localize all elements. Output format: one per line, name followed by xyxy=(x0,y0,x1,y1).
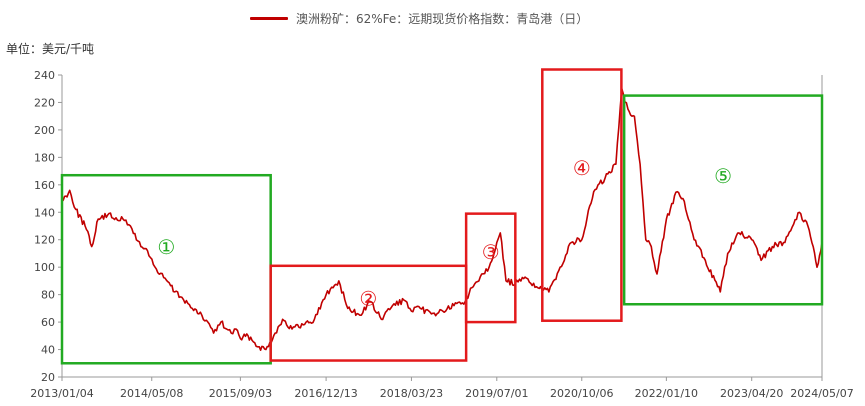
annotation-box-4 xyxy=(541,68,623,322)
x-tick-label: 2019/07/01 xyxy=(465,387,528,400)
chart-legend: 澳洲粉矿：62%Fe：远期现货价格指数：青岛港（日） xyxy=(250,9,588,27)
y-tick-label: 120 xyxy=(34,234,55,247)
annotation-label-2: ② xyxy=(359,287,377,311)
annotation-box-5 xyxy=(622,94,824,306)
x-tick-label: 2020/10/06 xyxy=(550,387,613,400)
y-tick-label: 200 xyxy=(34,124,55,137)
x-tick-label: 2014/05/08 xyxy=(120,387,183,400)
y-tick-label: 100 xyxy=(34,261,55,274)
y-tick-label: 180 xyxy=(34,151,55,164)
y-tick-label: 60 xyxy=(41,316,55,329)
x-tick-label: 2016/12/13 xyxy=(294,387,357,400)
y-tick-label: 160 xyxy=(34,179,55,192)
annotation-label-3: ③ xyxy=(482,240,500,264)
annotation-box-3 xyxy=(464,212,517,324)
x-tick-label: 2013/01/04 xyxy=(30,387,93,400)
y-tick-label: 140 xyxy=(34,206,55,219)
price-series-line xyxy=(61,87,823,351)
y-tick-label: 80 xyxy=(41,289,55,302)
y-tick-label: 220 xyxy=(34,96,55,109)
annotation-label-5: ⑤ xyxy=(714,164,732,188)
x-tick-label: 2024/05/07 xyxy=(790,387,853,400)
x-tick-label: 2023/04/20 xyxy=(720,387,783,400)
unit-label: 单位：美元/千吨 xyxy=(6,42,95,56)
x-tick-label: 2022/01/10 xyxy=(635,387,698,400)
annotation-label-4: ④ xyxy=(573,156,591,180)
annotation-label-1: ① xyxy=(157,235,175,259)
y-tick-label: 240 xyxy=(34,69,55,82)
x-tick-label: 2015/09/03 xyxy=(209,387,272,400)
x-tick-label: 2018/03/23 xyxy=(380,387,443,400)
legend-label: 澳洲粉矿：62%Fe：远期现货价格指数：青岛港（日） xyxy=(296,11,589,26)
y-tick-label: 20 xyxy=(41,371,55,384)
y-tick-label: 40 xyxy=(41,344,55,357)
legend-line-swatch xyxy=(250,16,288,20)
